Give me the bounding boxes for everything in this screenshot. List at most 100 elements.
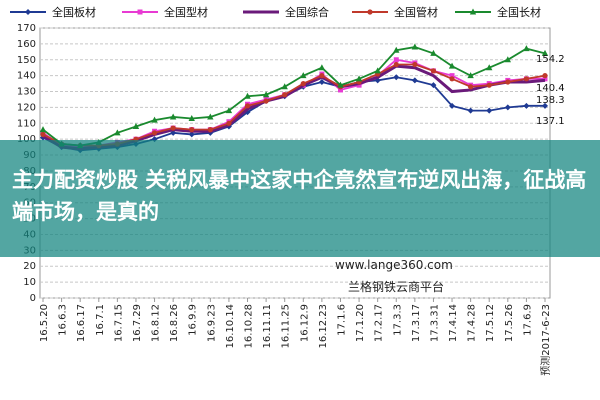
series-point [542,102,548,109]
banner-headline[interactable]: 主力配资炒股 关税风暴中这家中企竟然宣布逆风出海，征战高端市场，是真的 [12,168,587,224]
y-tick-label: 100 [17,134,36,145]
series-point [449,76,455,82]
legend-label: 全国型材 [164,5,208,19]
x-tick-label: 16.7.15 [113,304,124,342]
series-point [504,56,512,63]
series-point [137,9,143,15]
series-point [486,107,493,114]
series-point [337,81,344,88]
legend-label: 全国综合 [285,5,329,19]
series-point [337,87,343,93]
series-point [356,82,362,88]
series-point [374,67,381,74]
series-point [411,43,419,50]
series-point [486,82,492,88]
x-tick-label: 17.2.17 [374,304,385,342]
x-tick-label: 16.9.9 [188,304,199,336]
legend-label: 全国管材 [394,5,438,19]
series-point [430,49,437,56]
overlay-banner [0,140,600,257]
series-point [541,49,549,56]
series-point [411,77,418,84]
x-tick-label: 16.11.25 [281,304,292,349]
series-point [523,45,530,52]
watermark-url: www.lange360.com [335,258,453,272]
series-point [523,102,530,109]
end-value-label: 138.3 [536,95,565,106]
series-point [225,107,233,114]
y-tick-label: 110 [17,118,36,129]
series-point [393,61,399,68]
series-point [318,79,325,85]
x-tick-label: 16.12.9 [299,304,310,342]
series-point [189,127,195,133]
series-point [226,120,232,126]
series-point [393,46,400,53]
series-point [468,84,474,90]
series-point [449,102,456,109]
x-tick-label: 17.3.3 [392,304,403,336]
y-tick-label: 130 [17,87,36,98]
y-tick-label: 160 [17,39,36,50]
series-point [467,72,474,79]
x-tick-label: 17.5.26 [504,304,515,342]
series-point [448,62,456,69]
series-point [467,107,474,114]
x-tick-label: 17.1.6 [336,304,347,336]
series-point [263,98,269,104]
end-value-label: 140.4 [536,83,565,94]
x-tick-label: 16.6.17 [76,304,87,342]
series-point [207,127,213,133]
series-point [542,76,548,82]
series-point [262,91,270,98]
series-point [367,9,373,15]
series-point [244,92,251,99]
y-tick-label: 10 [23,277,36,288]
series-point [412,61,418,68]
x-tick-label: 16.7.29 [132,304,143,342]
series-point [469,8,477,15]
x-tick-label: 17.4.14 [448,304,459,342]
series-point [504,104,511,111]
series-point [505,79,511,85]
x-tick-label: 16.12.23 [318,304,329,349]
x-tick-label: 16.6.3 [58,304,69,336]
watermark-platform: 兰格钢铁云商平台 [348,280,445,294]
series-point [430,68,437,74]
y-tick-label: 170 [17,23,36,34]
y-tick-label: 140 [17,71,36,82]
end-value-label: 137.1 [536,116,565,127]
series-point [393,57,399,63]
x-tick-label: 16.11.11 [262,304,273,349]
x-tick-label: 17.5.12 [485,304,496,342]
series-point [355,75,363,82]
series-point [393,74,400,81]
series-point [282,92,288,98]
series-point [39,126,47,133]
series-point [542,73,548,79]
legend-label: 全国板材 [52,5,96,19]
series-point [40,131,46,138]
y-tick-label: 120 [17,102,36,113]
x-tick-label: 17.6.9 [522,304,533,336]
series-point [449,73,455,79]
series-point [281,83,288,90]
x-tick-label: 16.10.28 [244,304,255,349]
series-point [486,64,493,71]
series-point [169,113,177,120]
x-tick-label: 16.10.14 [225,304,236,349]
x-tick-label: 17.4.28 [467,304,478,342]
series-point [207,113,214,120]
series-point [300,72,307,79]
series-point [188,115,195,122]
series-line [42,46,546,147]
x-tick-label: 17.1.20 [355,304,366,342]
x-tick-label: 16.9.23 [206,304,217,342]
x-tick-label: 17.3.31 [429,304,440,342]
series-point [114,129,121,136]
series-point [151,130,158,136]
series-point [430,82,437,89]
legend-label: 全国长材 [497,5,541,19]
series-point [244,103,251,109]
